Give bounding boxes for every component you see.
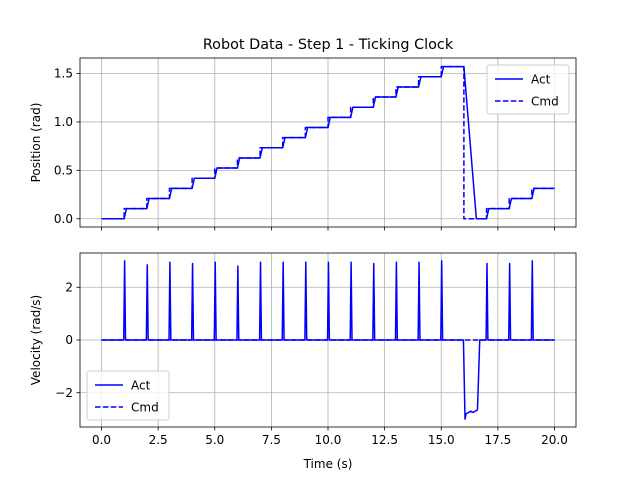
velocity-x-axis-label: Time (s) xyxy=(303,457,353,471)
position-legend: Act Cmd xyxy=(486,64,570,115)
velocity-x-tick-label: 10.0 xyxy=(315,433,342,447)
velocity-y-tick-label: 0 xyxy=(65,333,73,347)
position-y-tick-label: 1.5 xyxy=(54,67,73,81)
velocity-x-tick-label: 0.0 xyxy=(92,433,111,447)
velocity-legend: Act Cmd xyxy=(86,370,170,421)
position-legend-cmd-label: Cmd xyxy=(531,95,559,109)
velocity-series-group xyxy=(101,260,555,420)
velocity-legend-cmd-label: Cmd xyxy=(131,401,159,415)
velocity-x-tick-label: 7.5 xyxy=(262,433,281,447)
velocity-legend-act-label: Act xyxy=(131,379,151,393)
position-y-tick-label: 0.0 xyxy=(54,212,73,226)
position-y-axis-label: Position (rad) xyxy=(29,103,43,183)
position-y-tick-label: 0.5 xyxy=(54,164,73,178)
velocity-x-tick-label: 20.0 xyxy=(541,433,568,447)
position-y-tick-label: 1.0 xyxy=(54,115,73,129)
position-series-group xyxy=(101,65,555,220)
velocity-x-tick-label: 15.0 xyxy=(428,433,455,447)
velocity-series-act-line xyxy=(101,260,555,420)
position-ticks: 0.0 0.5 1.0 1.5 xyxy=(54,67,555,231)
velocity-x-tick-label: 12.5 xyxy=(371,433,398,447)
velocity-y-axis-label: Velocity (rad/s) xyxy=(29,295,43,385)
position-legend-act-label: Act xyxy=(531,73,551,87)
velocity-x-tick-label: 5.0 xyxy=(205,433,224,447)
velocity-x-tick-label: 2.5 xyxy=(149,433,168,447)
velocity-subplot: 0.0 2.5 5.0 7.5 10.0 12.5 15.0 17.5 20.0 −2 0 2 Tim… xyxy=(29,252,577,471)
chart-title: Robot Data - Step 1 - Ticking Clock xyxy=(203,37,454,53)
velocity-y-tick-label: 2 xyxy=(65,280,73,294)
velocity-ticks: 0.0 2.5 5.0 7.5 10.0 12.5 15.0 17.5 20.0 −2 0 2 xyxy=(55,280,568,447)
velocity-x-tick-label: 17.5 xyxy=(485,433,512,447)
velocity-y-tick-label: −2 xyxy=(55,386,73,400)
position-subplot: 0.0 0.5 1.0 1.5 Robot Data - Step 1 - Ticki… xyxy=(29,37,577,231)
